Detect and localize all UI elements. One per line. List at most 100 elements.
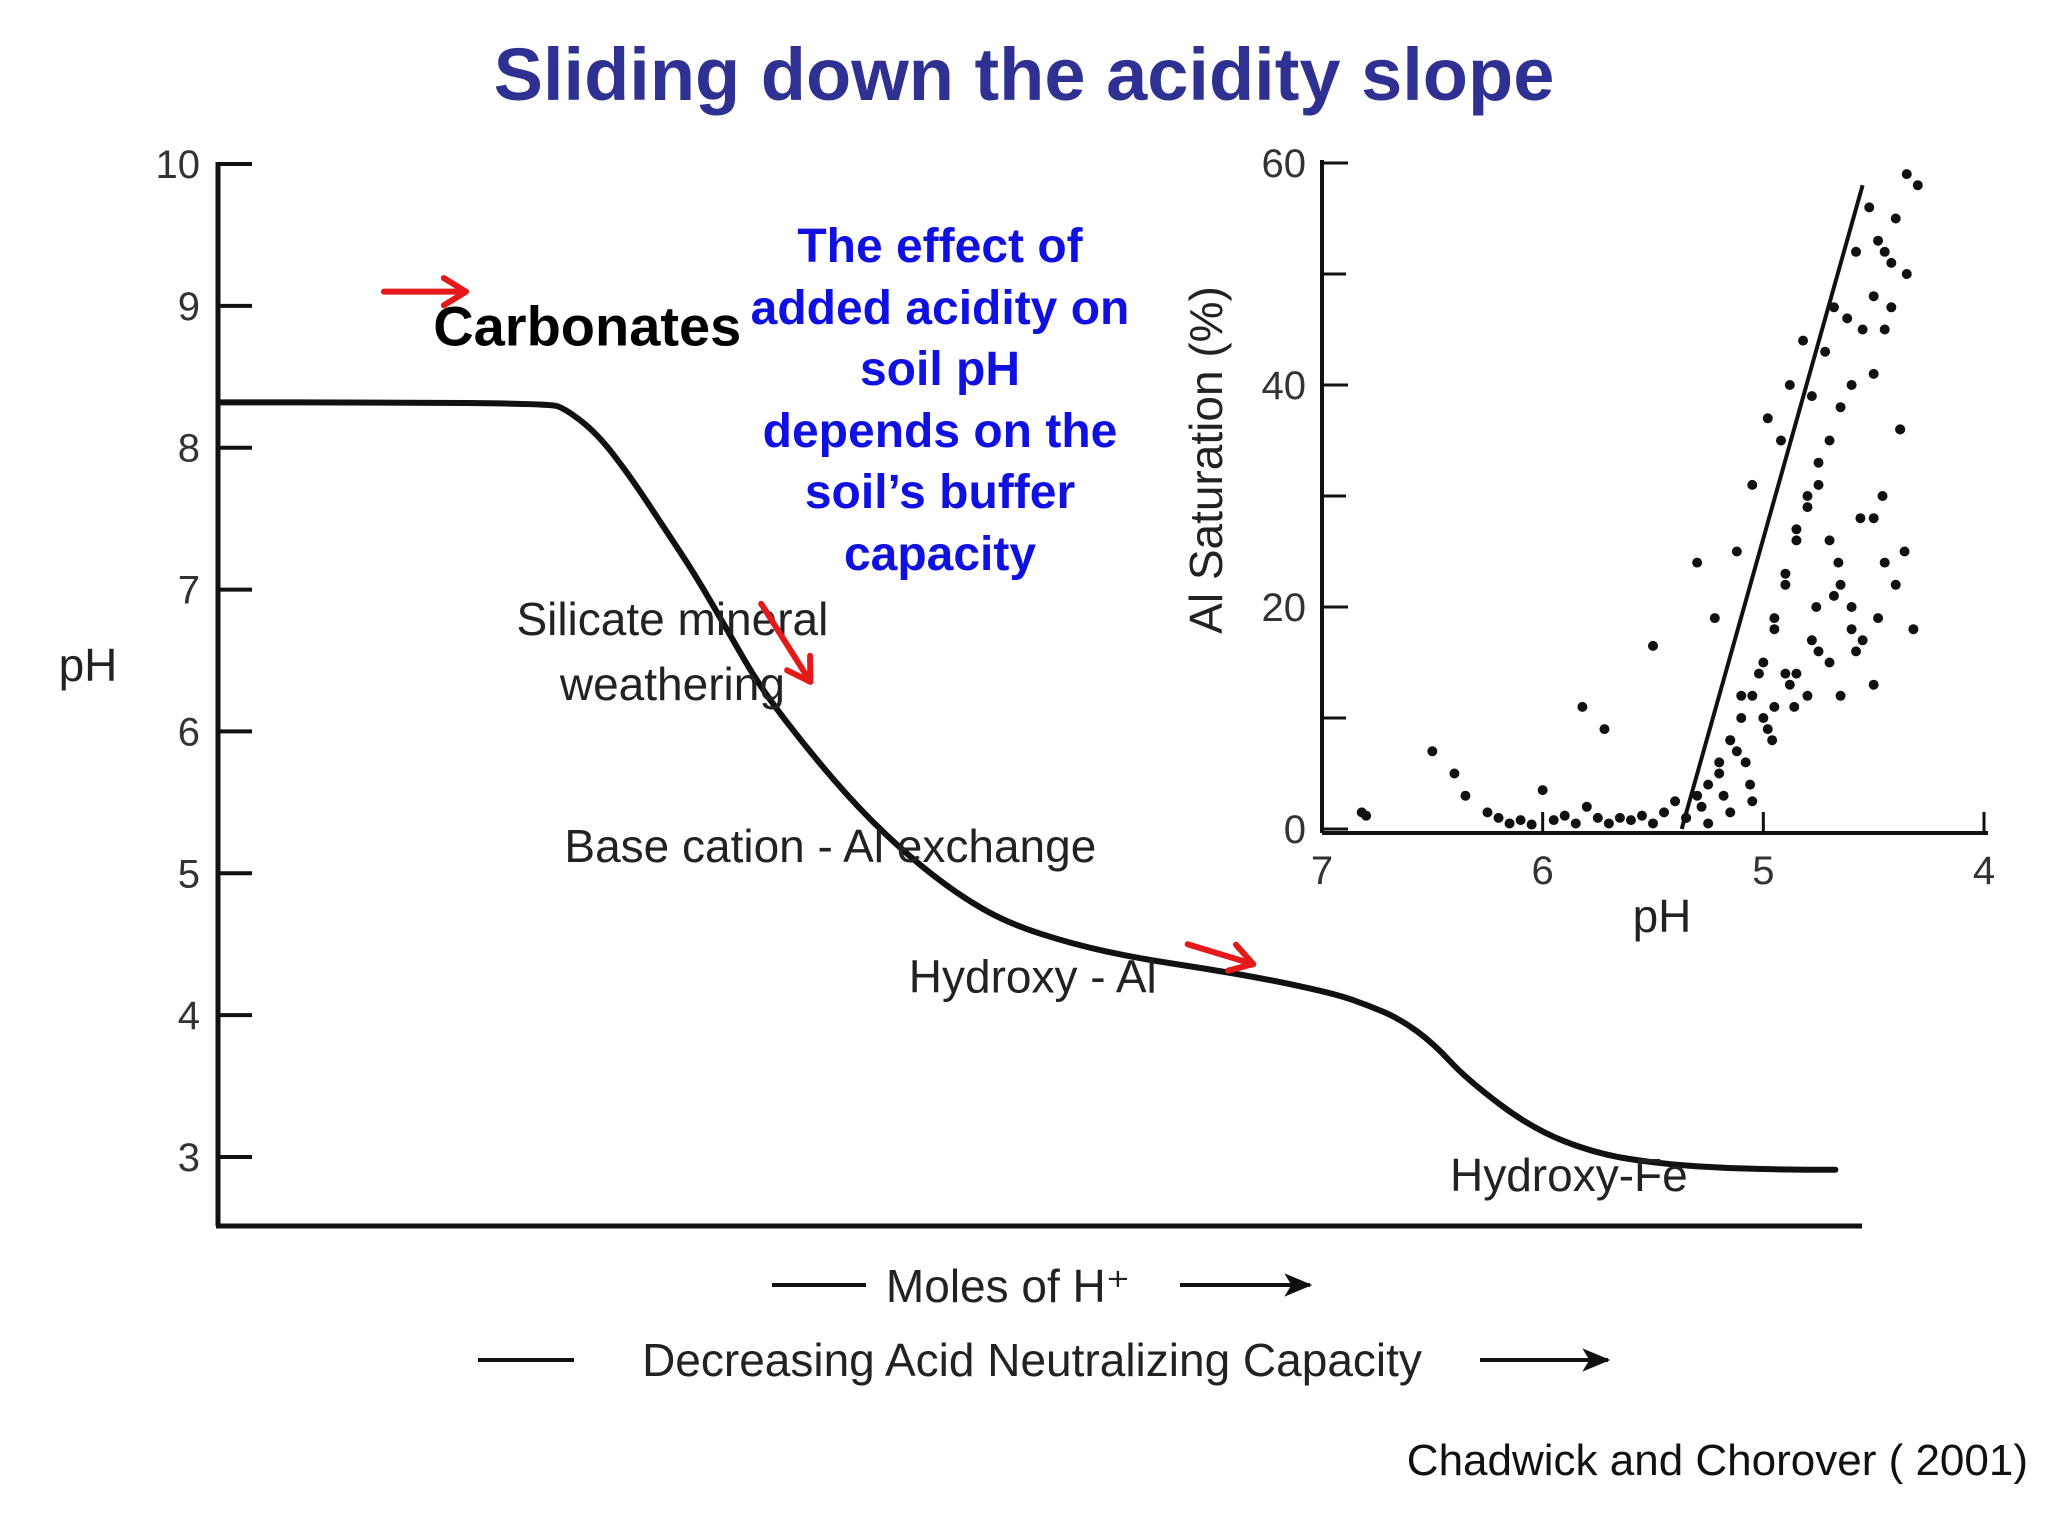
scatter-point [1846,624,1857,635]
scatter-point [1835,402,1846,413]
scatter-point [1879,246,1890,257]
scatter-point [1614,812,1625,823]
scatter-point [1526,819,1537,830]
scatter-point [1603,818,1614,829]
scatter-point [1493,812,1504,823]
scatter-point [1548,815,1559,826]
scatter-point [1696,801,1707,812]
main-y-axis-title: pH [59,639,118,691]
scatter-point [1636,810,1647,821]
scatter-point [1736,713,1747,723]
inset-y-tick-label: 60 [1262,142,1307,186]
callout-text: The effect of added acidity on soil pH d… [720,216,1160,585]
main-y-tick-label: 5 [178,852,200,896]
scatter-point [1828,590,1839,601]
main-annotations: Carbonates Silicate mineral weathering Base… [433,295,1688,1201]
scatter-point [1692,790,1703,801]
scatter-point [1824,435,1835,446]
scatter-point [1718,790,1729,801]
scatter-point [1515,815,1526,826]
scatter-point [1762,724,1773,735]
scatter-point [1873,235,1884,246]
inset-y-ticks: 0 20 40 60 [1262,142,1348,852]
scatter-point [1820,346,1831,357]
inset-x-tick-label: 4 [1973,849,1995,893]
inset-x-ticks: 7 6 5 4 [1311,812,1995,893]
scatter-point [1879,557,1890,568]
inset-y-tick-label: 20 [1262,586,1307,630]
scatter-point [1901,269,1912,279]
region-annotation: Hydroxy-Fe [1450,1149,1688,1201]
scatter-point [1899,546,1910,557]
scatter-point [1780,668,1791,679]
scatter-point [1813,479,1824,490]
scatter-point [1460,790,1471,801]
scatter-point [1868,679,1879,690]
scatter-point [1912,180,1923,191]
scatter-point [1747,796,1758,807]
scatter-point [1886,302,1897,313]
scatter-point [1725,807,1736,818]
scatter-point [1813,457,1824,468]
scatter-point [1877,491,1888,501]
inset-fit-line [1679,184,1865,830]
callout-line: soil’s buffer [804,466,1076,519]
scatter-point [1537,785,1548,796]
scatter-point [1806,391,1817,402]
scatter-point [1762,413,1773,424]
main-x-axis-title-2: Decreasing Acid Neutralizing Capacity [642,1334,1422,1386]
scatter-point [1890,213,1901,224]
scatter-point [1784,679,1795,690]
scatter-point [1703,779,1714,790]
scatter-point [1758,713,1769,723]
main-y-tick-label: 6 [178,710,200,754]
region-annotation: weathering [559,658,785,710]
scatter-point [1828,302,1839,313]
scatter-point [1789,701,1800,712]
inset-scatter-points [1356,169,1923,830]
inset-y-axis-title: Al Saturation (%) [1180,286,1232,634]
scatter-point [1449,768,1460,779]
scatter-point [1775,435,1786,446]
scatter-point [1868,291,1879,302]
scatter-point [1890,579,1901,590]
scatter-point [1592,812,1603,823]
inset-x-tick-label: 5 [1752,849,1774,893]
scatter-point [1747,690,1758,701]
inset-chart: 0 20 40 60 7 6 5 4 Al Saturation (%) pH [1180,142,1995,942]
inset-y-tick-label: 40 [1262,364,1307,408]
scatter-point [1769,613,1780,624]
region-annotation: Base cation - Al exchange [564,820,1096,872]
inset-y-tick-label: 0 [1284,808,1306,852]
scatter-point [1864,202,1875,213]
main-y-tick-label: 8 [178,427,200,471]
scatter-point [1767,735,1778,746]
scatter-point [1599,724,1610,735]
scatter-point [1736,690,1747,701]
scatter-point [1886,257,1897,268]
scatter-point [1901,169,1912,180]
scatter-point [1559,810,1570,821]
scatter-point [1482,807,1493,818]
scatter-point [1813,646,1824,657]
scatter-point [1714,757,1725,768]
red-arrow-icon [381,275,469,309]
scatter-point [1659,807,1670,818]
citation: Chadwick and Chorover ( 2001) [1406,1436,2028,1485]
scatter-point [1581,801,1592,812]
scatter-point [1833,557,1844,568]
scatter-point [1857,324,1868,335]
scatter-point [1806,635,1817,646]
inset-x-tick-label: 7 [1311,849,1333,893]
scatter-point [1769,624,1780,635]
scatter-point [1784,380,1795,390]
scatter-point [1577,701,1588,712]
scatter-point [1835,690,1846,701]
main-y-tick-label: 7 [178,569,200,613]
scatter-point [1670,796,1681,807]
callout-line: The effect of [797,220,1083,273]
inset-x-axis-title: pH [1633,890,1692,942]
scatter-point [1824,535,1835,546]
main-y-tick-label: 10 [156,143,201,187]
